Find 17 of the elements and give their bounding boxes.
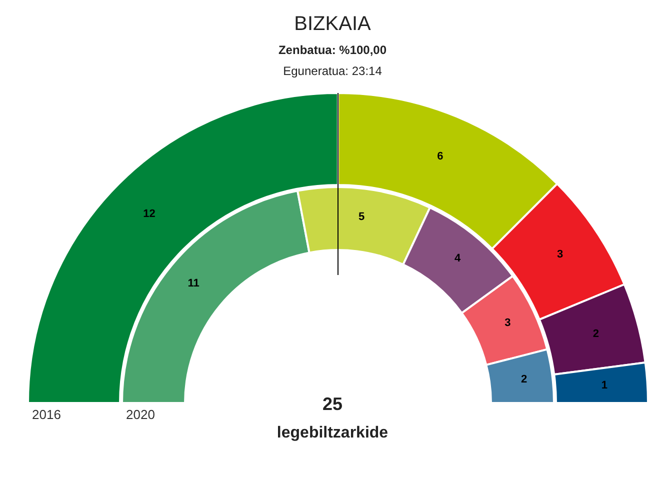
data-label: 3 (556, 248, 564, 261)
data-label: 1 (601, 380, 608, 392)
chart-title: BIZKAIA (294, 13, 372, 35)
data-label: 11 (188, 277, 200, 290)
slice-label: 2016 (32, 407, 61, 422)
text: 25 (322, 394, 343, 414)
data-label: 2 (592, 328, 599, 340)
data-label: 5 (358, 210, 365, 223)
data-label: 12 (143, 208, 156, 220)
text: legebiltzarkide (276, 424, 388, 442)
data-label: 4 (454, 252, 462, 265)
text: Eguneratua: 23:14 (283, 64, 382, 78)
data-label: 3 (504, 317, 511, 330)
data-label: 2 (520, 374, 528, 386)
data-label: 6 (437, 150, 444, 162)
slice-label: 2020 (126, 407, 155, 422)
chart-subtitle: Zenbatua: %100,00 (278, 43, 387, 57)
